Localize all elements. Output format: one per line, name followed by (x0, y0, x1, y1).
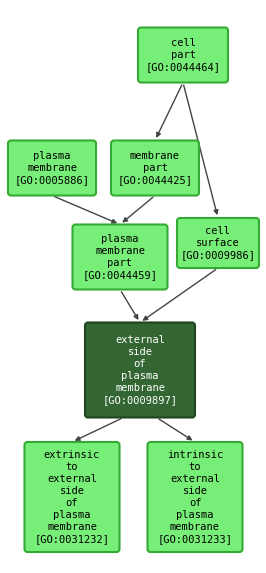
Text: intrinsic
to
external
side
of
plasma
membrane
[GO:0031233]: intrinsic to external side of plasma mem… (157, 450, 232, 544)
FancyBboxPatch shape (177, 218, 259, 268)
Text: external
side
of
plasma
membrane
[GO:0009897]: external side of plasma membrane [GO:000… (102, 335, 177, 405)
Text: membrane
part
[GO:0044425]: membrane part [GO:0044425] (118, 151, 193, 185)
FancyBboxPatch shape (73, 225, 168, 289)
FancyBboxPatch shape (24, 442, 119, 552)
Text: cell
surface
[GO:0009986]: cell surface [GO:0009986] (181, 226, 256, 260)
Text: plasma
membrane
part
[GO:0044459]: plasma membrane part [GO:0044459] (82, 234, 157, 280)
Text: extrinsic
to
external
side
of
plasma
membrane
[GO:0031232]: extrinsic to external side of plasma mem… (35, 450, 110, 544)
Text: cell
part
[GO:0044464]: cell part [GO:0044464] (146, 38, 221, 72)
Text: plasma
membrane
[GO:0005886]: plasma membrane [GO:0005886] (15, 151, 89, 185)
FancyBboxPatch shape (8, 140, 96, 195)
FancyBboxPatch shape (148, 442, 243, 552)
FancyBboxPatch shape (138, 28, 228, 83)
FancyBboxPatch shape (111, 140, 199, 195)
FancyBboxPatch shape (85, 323, 195, 418)
